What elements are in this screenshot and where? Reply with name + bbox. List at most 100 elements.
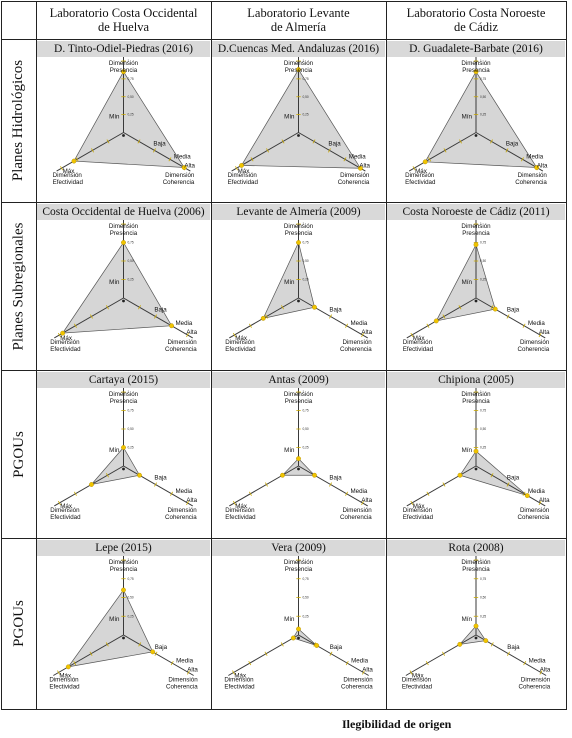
- tick-label: 0,75: [128, 241, 134, 245]
- data-point: [137, 472, 142, 478]
- data-polygon: [90, 446, 141, 486]
- axis-tick: [90, 314, 93, 319]
- chart-title: Rota (2008): [387, 540, 565, 556]
- axis-tick: [232, 500, 236, 506]
- scale-label-min: Mín: [109, 114, 120, 121]
- axis-label-coherencia: Dimensión Coherencia: [341, 677, 373, 691]
- tick-label: 0,25: [128, 446, 134, 450]
- scale-label-media: Media: [175, 488, 192, 495]
- axis-line: [123, 132, 191, 172]
- tick-label: 1: [303, 558, 305, 562]
- data-point: [60, 330, 66, 336]
- scale-label-media: Media: [529, 657, 546, 664]
- center-marker: [297, 299, 300, 303]
- data-polygon: [435, 243, 496, 322]
- scale-label-media: Media: [351, 657, 368, 664]
- chart-title: D. Tinto-Odiel-Piedras (2016): [37, 41, 210, 57]
- axis-line: [298, 297, 368, 339]
- footer-note: Ilegibilidad de origen: [342, 717, 452, 731]
- tick-label: 1: [128, 222, 130, 226]
- axis-tick: [75, 157, 79, 162]
- tick-label: 0,75: [480, 241, 486, 245]
- scale-label-media: Media: [174, 153, 191, 160]
- axis-label-presencia: Dimensión Presencia: [284, 391, 314, 405]
- axis-tick: [507, 651, 510, 656]
- data-point: [296, 626, 301, 632]
- axis-label-efectividad: Dimensión Efectividad: [49, 677, 80, 691]
- row-header: PGOUs: [2, 538, 36, 708]
- tick-label: 0,50: [480, 259, 486, 263]
- axis-label-presencia: Dimensión Presencia: [461, 559, 491, 573]
- radar-chart-cell: Chipiona (2005) 0,25 0,50 0,75 1 Dimensión Pre…: [387, 371, 565, 537]
- radar-chart-cell: Levante de Almería (2009) 0,25 0,50 0,75 1 Di…: [212, 203, 385, 369]
- axis-tick: [312, 139, 316, 144]
- axis-tick: [442, 482, 446, 487]
- tick-label: 1: [480, 558, 482, 562]
- tick-label: 0,25: [303, 446, 309, 450]
- tick-label: 0,75: [303, 577, 309, 581]
- tick-label: 0,75: [303, 241, 309, 245]
- radar-chart: 0,250,500,751DimensiónPresenciaMáxDimens…: [50, 388, 198, 521]
- axis-tick: [248, 491, 252, 496]
- data-polygon: [240, 68, 362, 169]
- axis-tick: [232, 670, 235, 675]
- tick-label: 1: [480, 390, 482, 394]
- data-point: [181, 165, 187, 170]
- axis-tick: [187, 670, 190, 675]
- axis-tick: [73, 323, 77, 328]
- tick-label: 0,50: [480, 596, 486, 600]
- center-marker: [474, 299, 478, 303]
- column-header: Laboratorio Costa Occidental de Huelva: [49, 6, 198, 34]
- axis-label-coherencia: Dimensión Coherencia: [163, 172, 195, 186]
- axis-line: [475, 132, 544, 172]
- scale-label-max-efectividad: Máx: [235, 335, 248, 342]
- axis-label-coherencia: Dimensión Coherencia: [166, 677, 198, 691]
- data-point: [457, 641, 463, 647]
- data-point: [121, 69, 126, 75]
- data-point: [312, 304, 317, 310]
- scale-label-baja: Baja: [330, 644, 343, 651]
- scale-label-alta: Alta: [359, 162, 370, 169]
- axis-tick: [442, 314, 446, 319]
- axis-tick: [442, 651, 445, 656]
- data-point: [260, 315, 266, 321]
- axis-tick: [106, 473, 109, 478]
- axis-tick: [425, 661, 429, 666]
- tick-label: 0,50: [303, 95, 309, 99]
- chart-title: Vera (2009): [212, 540, 385, 556]
- data-point: [473, 623, 479, 629]
- scale-label-max-efectividad: Máx: [412, 673, 425, 680]
- axis-tick: [60, 166, 64, 171]
- tick-label: 1: [303, 222, 305, 226]
- axis-tick: [523, 661, 527, 666]
- axis-tick: [154, 314, 157, 319]
- data-polygon: [459, 450, 528, 496]
- scale-label-alta: Alta: [186, 329, 197, 336]
- scale-label-min: Mín: [462, 279, 473, 286]
- scale-label-baja: Baja: [153, 141, 166, 148]
- scale-label-media: Media: [526, 153, 543, 160]
- axis-tick: [490, 473, 494, 478]
- axis-label-coherencia: Dimensión Coherencia: [165, 507, 197, 521]
- tick-label: 0,25: [128, 278, 134, 282]
- axis-tick: [168, 157, 172, 162]
- axis-tick: [538, 500, 542, 506]
- tick-label: 0,25: [480, 113, 486, 117]
- axis-tick: [154, 482, 157, 487]
- axis-tick: [345, 323, 349, 328]
- axis-tick: [520, 157, 524, 162]
- radar-chart: 0,250,500,751DimensiónPresenciaMáxDimens…: [53, 57, 196, 186]
- data-point: [296, 456, 301, 462]
- radar-chart: 0,250,500,751DimensiónPresenciaMáxDimens…: [50, 220, 198, 353]
- data-polygon: [292, 628, 317, 646]
- tick-label: 0,75: [128, 409, 134, 413]
- axis-tick: [412, 166, 416, 171]
- scale-label-media: Media: [350, 488, 367, 495]
- scale-label-alta: Alta: [540, 667, 551, 674]
- axis-line: [123, 465, 193, 507]
- axis-label-efectividad: Dimensión Efectividad: [225, 507, 256, 521]
- tick-label: 1: [128, 558, 130, 562]
- data-point: [290, 635, 296, 641]
- radar-chart: 0,250,500,751DimensiónPresenciaMáxDimens…: [405, 57, 548, 186]
- row-header-label: PGOUs: [10, 430, 27, 478]
